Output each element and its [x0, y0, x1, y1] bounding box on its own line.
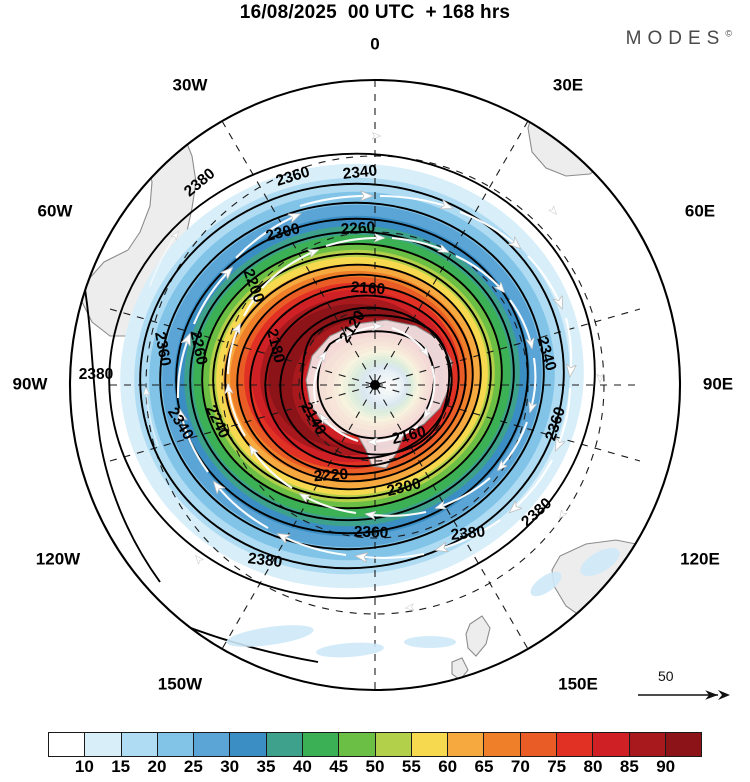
- map-boundary-circle: [68, 78, 682, 692]
- colorbar-tick-80: 80: [583, 757, 603, 776]
- longitude-label-60w: 60W: [38, 201, 74, 220]
- contour-label-2160-6: 2160: [350, 279, 386, 298]
- colorbar-cell-12: [484, 733, 521, 756]
- colorbar-swatches: [48, 732, 702, 757]
- contour-2340: [159, 201, 545, 551]
- contour-2160: [279, 306, 453, 460]
- contour-2200: [249, 284, 467, 476]
- meridians: [109, 80, 641, 690]
- contour-2260: [212, 252, 492, 500]
- colorbar-tick-10: 10: [74, 757, 94, 776]
- longitude-label-90e: 90E: [703, 374, 733, 393]
- colorbar-cell-2: [121, 733, 158, 756]
- contour-2380-west: [81, 271, 161, 583]
- colorbar-tick-70: 70: [510, 757, 530, 776]
- colorbar-tick-40: 40: [292, 757, 312, 776]
- page-title: 16/08/2025 00 UTC + 168 hrs: [239, 2, 511, 23]
- colorbar-tick-55: 55: [401, 757, 421, 776]
- longitude-label-30e: 30E: [553, 75, 583, 94]
- colorbar-tick-65: 65: [474, 757, 494, 776]
- colorbar-tick-60: 60: [438, 757, 458, 776]
- colorbar-tick-85: 85: [619, 757, 639, 776]
- longitude-label-150e: 150E: [558, 674, 598, 693]
- contour-label-2380-21: 2380: [247, 550, 283, 571]
- contour-2360: [139, 182, 565, 570]
- colorbar-cell-5: [230, 733, 267, 756]
- contour-label-2380-0: 2380: [79, 366, 113, 383]
- wind-streamlines: [146, 136, 600, 608]
- land-new-zealand-south: [451, 657, 469, 681]
- contour-2180: [264, 294, 460, 468]
- colorbar-cell-1: [85, 733, 122, 756]
- longitude-labels: 030E60E90E120E150E180150W120W90W60W30W: [13, 36, 734, 693]
- longitude-label-90w: 90W: [13, 374, 49, 393]
- contour-label-2260-14: 2260: [186, 329, 210, 366]
- contour-label-2380-22: 2380: [450, 523, 486, 544]
- colorbar-cell-3: [157, 733, 195, 756]
- contour-label-2360-19: 2360: [353, 523, 388, 541]
- colorbar-cell-13: [520, 733, 557, 756]
- brand-text: MODES: [625, 28, 726, 49]
- colorbar-tick-20: 20: [147, 757, 167, 776]
- colorbar-tick-50: 50: [365, 757, 385, 776]
- colorbar-tick-25: 25: [183, 757, 203, 776]
- colorbar-tick-75: 75: [547, 757, 567, 776]
- land-new-zealand: [465, 615, 491, 657]
- colorbar-cell-6: [266, 733, 303, 756]
- reference-vector: 50: [636, 668, 736, 708]
- contour-label-2360-18: 2360: [151, 330, 174, 367]
- map-canvas: 030E60E90E120E150E180150W120W90W60W30W 2…: [13, 36, 734, 693]
- colorbar-cell-9: [375, 733, 412, 756]
- colorbar-tick-labels: 10 15 20 25 30 35 40 45 50 55 60 65 70 75 80 85 90: [48, 757, 702, 781]
- longitude-label-150w: 150W: [158, 674, 203, 693]
- longitude-label-60e: 60E: [685, 201, 715, 220]
- colorbar-tick-45: 45: [329, 757, 349, 776]
- colorbar-cell-8: [339, 733, 376, 756]
- colorbar-cell-0: [49, 733, 86, 756]
- land-antarctica-overlay: [305, 319, 453, 469]
- colorbar-cell-11: [448, 733, 485, 756]
- contour-label-2260-5: 2260: [340, 219, 376, 238]
- colorbar-cell-14: [556, 733, 594, 756]
- colorbar-cell-4: [194, 733, 231, 756]
- colorbar-tick-30: 30: [220, 757, 240, 776]
- colorbar-tick-35: 35: [256, 757, 276, 776]
- longitude-label-30w: 30W: [173, 75, 209, 94]
- colorbar-cell-7: [302, 733, 340, 756]
- longitude-label-120w: 120W: [36, 549, 81, 568]
- south-pole-marker: [370, 380, 380, 390]
- contour-2120: [316, 330, 435, 440]
- colorbar-cell-10: [411, 733, 449, 756]
- contour-label-2340-3: 2340: [342, 162, 378, 183]
- colorbar-cell-15: [593, 733, 630, 756]
- contour-2280: [201, 242, 503, 510]
- contour-2380: [108, 152, 596, 600]
- longitude-label-120e: 120E: [680, 549, 720, 568]
- longitude-label-0: 0: [370, 36, 379, 53]
- meridian-30w-150e: [221, 120, 529, 650]
- contour-2140: [301, 314, 451, 456]
- contour-label-2220-12: 2220: [313, 466, 349, 485]
- colorbar-cell-16: [629, 733, 666, 756]
- reference-vector-label: 50: [658, 668, 674, 684]
- copyright-mark: ©: [725, 28, 732, 39]
- modes-watermark: MODES©: [626, 28, 732, 50]
- reference-vector-arrow: [638, 690, 730, 700]
- meridian-30e-150w: [221, 120, 529, 650]
- polar-map: 030E60E90E120E150E180150W120W90W60W30W 2…: [0, 36, 750, 708]
- colorbar-tick-90: 90: [656, 757, 676, 776]
- colorbar: 10 15 20 25 30 35 40 45 50 55 60 65 70 75 80 85 90: [0, 726, 750, 782]
- contour-2220: [236, 273, 474, 483]
- colorbar-tick-15: 15: [111, 757, 131, 776]
- colorbar-cell-17: [665, 733, 702, 756]
